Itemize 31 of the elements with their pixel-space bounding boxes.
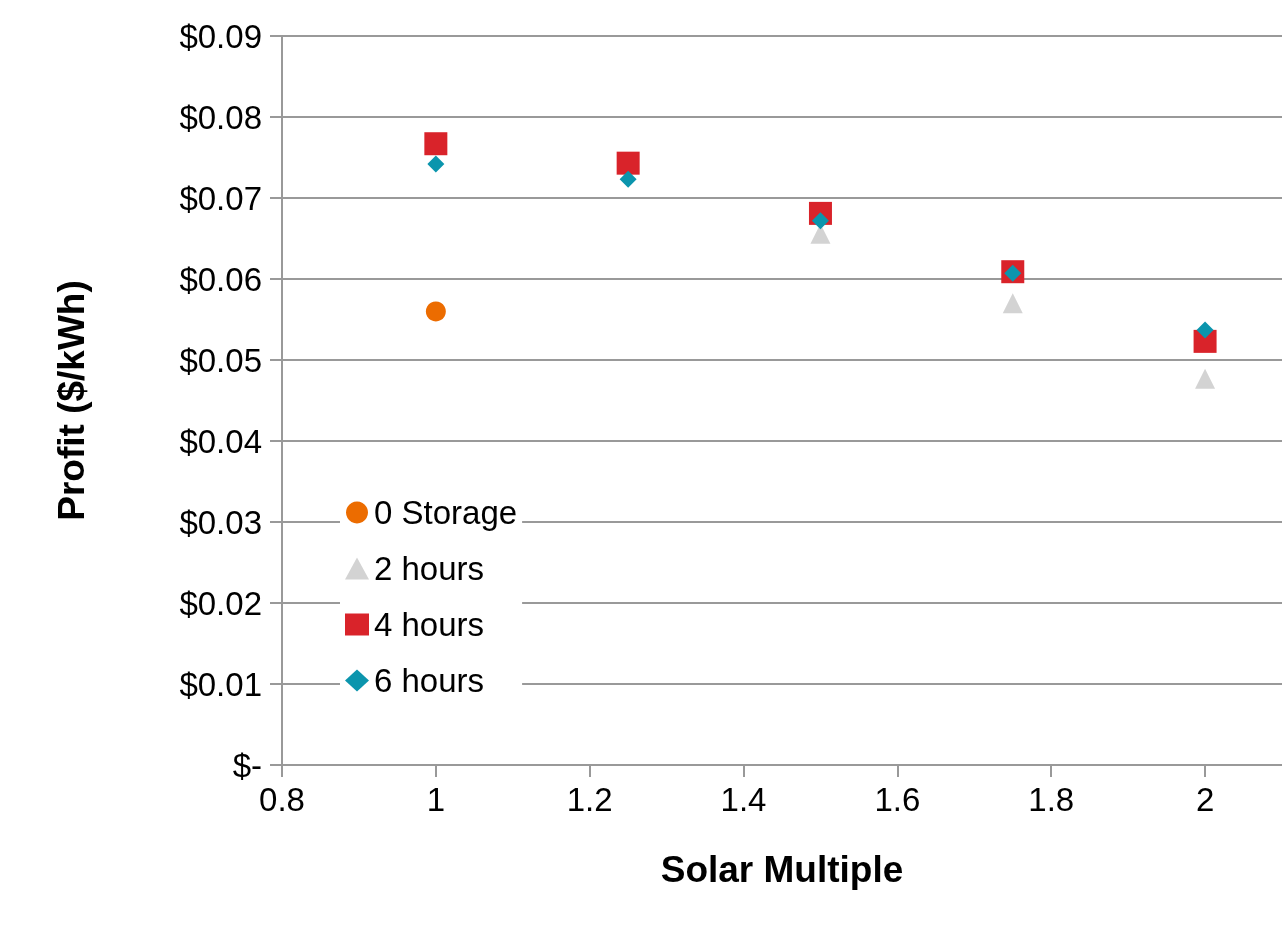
x-tick-label: 1.4 <box>720 781 767 818</box>
point <box>427 155 445 173</box>
x-tick-label: 1.6 <box>874 781 921 818</box>
point <box>1002 293 1023 314</box>
point <box>1196 321 1214 339</box>
y-tick-label: $0.04 <box>179 422 262 460</box>
point <box>425 301 446 322</box>
point <box>619 170 637 188</box>
x-tick-label: 0.8 <box>259 781 305 818</box>
x-tick-label: 1.8 <box>1028 781 1075 818</box>
point <box>1195 368 1216 389</box>
y-tick-label: $0.09 <box>179 17 262 55</box>
x-tick-label: 1 <box>426 781 446 818</box>
y-tick-label: $0.02 <box>179 584 262 622</box>
y-tick-label: $- <box>232 746 262 784</box>
point <box>424 132 448 156</box>
y-tick-label: $0.05 <box>179 341 262 379</box>
legend-label: 0 Storage <box>374 494 518 531</box>
x-tick-label: 2 <box>1195 781 1215 818</box>
y-tick-label: $0.01 <box>179 665 262 703</box>
x-axis-title: Solar Multiple <box>660 849 904 890</box>
legend-label: 2 hours <box>374 550 485 587</box>
point <box>616 151 640 175</box>
legend-label: 6 hours <box>374 662 485 699</box>
y-tick-label: $0.06 <box>179 260 262 298</box>
legend-label: 4 hours <box>374 606 485 643</box>
x-tick-label: 1.2 <box>566 781 613 818</box>
y-tick-label: $0.07 <box>179 179 262 217</box>
y-tick-label: $0.08 <box>179 98 262 136</box>
y-axis-title: Profit ($/kWh) <box>51 280 92 521</box>
y-tick-label: $0.03 <box>179 503 262 541</box>
